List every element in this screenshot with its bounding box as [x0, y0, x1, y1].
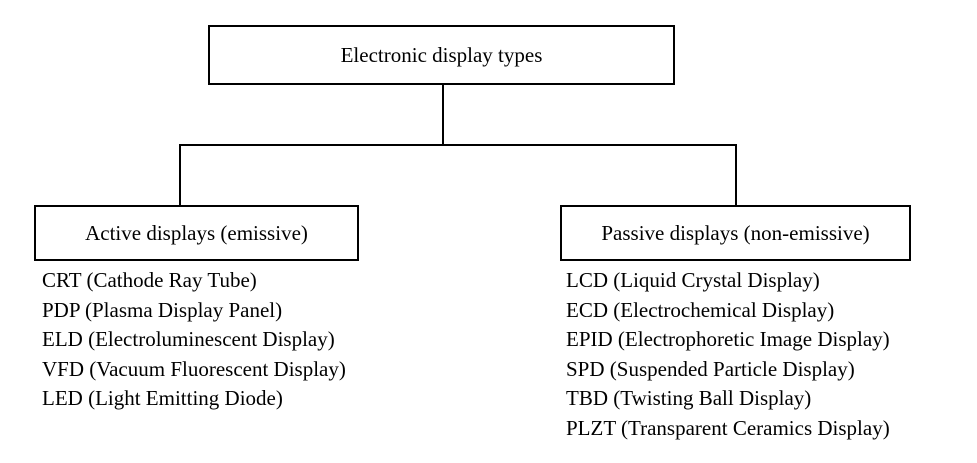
list-item: PDP (Plasma Display Panel): [42, 297, 283, 322]
active-displays-list: CRT (Cathode Ray Tube) PDP (Plasma Displ…: [42, 266, 346, 414]
active-displays-label: Active displays (emissive): [85, 220, 308, 245]
list-item: LED (Light Emitting Diode): [42, 386, 283, 410]
list-item: ECD (Electrochemical Display): [566, 297, 835, 322]
list-item: VFD (Vacuum Fluorescent Display): [42, 356, 346, 381]
list-item: TBD (Twisting Ball Display): [566, 386, 812, 410]
list-item: ELD (Electroluminescent Display): [42, 327, 335, 351]
active-displays-node: Active displays (emissive): [34, 205, 359, 261]
list-item: CRT (Cathode Ray Tube): [42, 268, 257, 292]
list-item: PLZT (Transparent Ceramics Display): [566, 415, 890, 440]
list-item: EPID (Electrophoretic Image Display): [566, 327, 890, 351]
passive-displays-label: Passive displays (non-emissive): [601, 220, 870, 245]
list-item: SPD (Suspended Particle Display): [566, 356, 855, 381]
passive-displays-list: LCD (Liquid Crystal Display) ECD (Electr…: [566, 266, 890, 443]
list-item: LCD (Liquid Crystal Display): [566, 268, 820, 292]
root-node-label: Electronic display types: [340, 42, 543, 67]
root-node: Electronic display types: [208, 25, 675, 85]
passive-displays-node: Passive displays (non-emissive): [560, 205, 911, 261]
